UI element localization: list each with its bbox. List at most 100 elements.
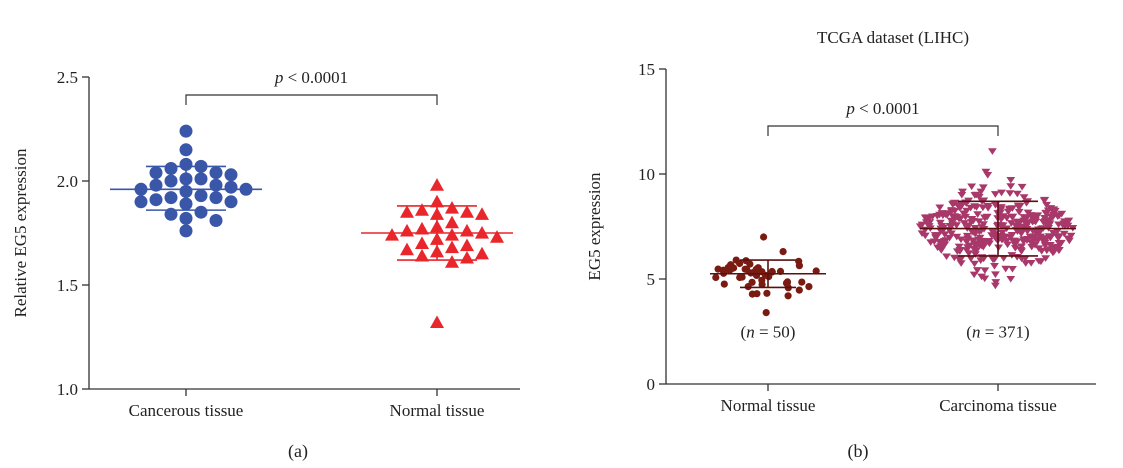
panel-a-y-tick-label: 1.5 (57, 276, 78, 295)
panel-b-data-point (741, 265, 749, 273)
panel-b-data-point (988, 229, 998, 236)
panel-b-data-point (966, 255, 976, 263)
panel-b-data-point (980, 275, 990, 283)
panel-b-data-point (959, 220, 969, 227)
panel-b-data-point (798, 278, 806, 286)
panel-b-y-tick-label: 15 (638, 60, 655, 79)
panel-b-data-point (954, 243, 964, 251)
panel-a-data-point (134, 195, 148, 209)
panel-a-data-point (430, 315, 444, 329)
panel-b-data-point (1045, 217, 1054, 224)
panel-b-data-point (1060, 222, 1070, 230)
panel-b-data-point (952, 222, 961, 229)
panel-a-data-point (164, 162, 178, 175)
panel-a-data-point (209, 191, 223, 205)
panel-b-data-point (923, 216, 933, 224)
panel-b-data-point (971, 247, 981, 255)
panel-a-data-point (415, 203, 429, 216)
panel-b-data-point (915, 223, 925, 231)
panel-b-data-point (758, 276, 766, 284)
panel-b-data-point (942, 253, 951, 261)
panel-b-data-point (1001, 265, 1011, 273)
panel-b-data-point (971, 243, 981, 250)
panel-b-data-point (990, 191, 1000, 198)
panel-b-data-point (1021, 260, 1031, 267)
panel-b-data-point (795, 257, 803, 265)
panel-b-data-point (736, 273, 744, 282)
panel-b-data-point (1000, 233, 1010, 241)
panel-a-data-point (460, 238, 474, 252)
panel-b-data-point (999, 255, 1009, 262)
panel-b-data-point (784, 292, 792, 300)
panel-a-data-point (194, 172, 208, 186)
panel-b-data-point (990, 263, 999, 270)
panel-a-data-point (415, 221, 429, 235)
panel-b-data-point (983, 203, 993, 210)
panel-a-data-point (475, 207, 489, 220)
panel-a-data-point (430, 194, 444, 208)
panel-b-data-point (1008, 265, 1017, 273)
panel-b-data-point (1017, 183, 1027, 191)
panel-b-data-point (1019, 194, 1029, 201)
panel-b-data-point (978, 243, 988, 251)
panel-b-data-point (1041, 255, 1051, 262)
panel-b-data-point (1031, 233, 1040, 241)
panel-b-data-point (1006, 275, 1016, 283)
panel-b-data-point (812, 267, 820, 275)
panel-b-data-point (1048, 244, 1058, 252)
panel-b-data-point (970, 192, 980, 199)
panel-b-data-point (968, 237, 978, 245)
panel-b-data-point (1008, 213, 1018, 221)
panel-b-data-point (1010, 241, 1020, 249)
panel-b-data-point (714, 265, 722, 273)
panel-b-data-point (932, 212, 942, 220)
panel-b-data-point (763, 289, 771, 297)
panel-a-y-tick-label: 2.0 (57, 172, 78, 191)
panel-a-data-point (179, 143, 193, 157)
panel-b-data-point (760, 233, 768, 241)
panel-b-data-point (970, 260, 979, 268)
panel-b-data-point (720, 280, 728, 288)
panel-b-data-point (975, 234, 985, 242)
panel-b-data-point (937, 210, 947, 217)
panel-b-data-point (977, 224, 987, 231)
panel-b-data-point (1041, 210, 1051, 217)
panel-a-data-point (445, 215, 459, 229)
panel-b-data-point (953, 202, 963, 210)
panel-b-significance-bracket (767, 125, 999, 136)
panel-b-data-point (1005, 190, 1015, 197)
panel-b-data-point (1012, 190, 1022, 198)
panel-b-data-point (950, 207, 960, 215)
panel-a-data-point (445, 201, 459, 214)
panel-a-x-tick-label: Normal tissue (390, 401, 485, 420)
panel-a-y-axis-label: Relative EG5 expression (11, 148, 30, 318)
panel-b-data-point (1057, 210, 1067, 218)
panel-b-data-point (982, 213, 992, 221)
panel-b-data-point (959, 210, 969, 218)
panel-b-data-point (1044, 233, 1054, 240)
panel-b-data-point (956, 236, 966, 244)
panel-b-data-point (1010, 245, 1020, 252)
panel-b-data-point (1064, 235, 1074, 243)
panel-b-data-point (988, 148, 997, 155)
panel-b-data-point (980, 267, 990, 274)
panel-b-data-point (990, 282, 1000, 290)
panel-b-data-point (943, 210, 953, 217)
panel-b-y-tick-label: 5 (647, 270, 656, 289)
panel-b-data-point (1049, 211, 1058, 219)
panel-a-y-tick-label: 2.5 (57, 68, 78, 87)
panel-b-data-point (974, 218, 984, 225)
panel-b-data-point (1042, 201, 1051, 209)
panel-b-data-point (945, 223, 955, 230)
panel-b-data-point (1005, 205, 1014, 213)
panel-b-data-point (1006, 176, 1016, 184)
panel-b-data-point (712, 273, 720, 282)
panel-a-data-point (164, 174, 178, 188)
panel-b-data-point (979, 255, 989, 263)
panel-a-data-point (445, 255, 459, 268)
panel-a-data-point (149, 193, 163, 207)
panel-b-data-point (940, 241, 950, 249)
panel-a-data-point (400, 223, 414, 237)
panel-a-data-point (400, 205, 414, 218)
